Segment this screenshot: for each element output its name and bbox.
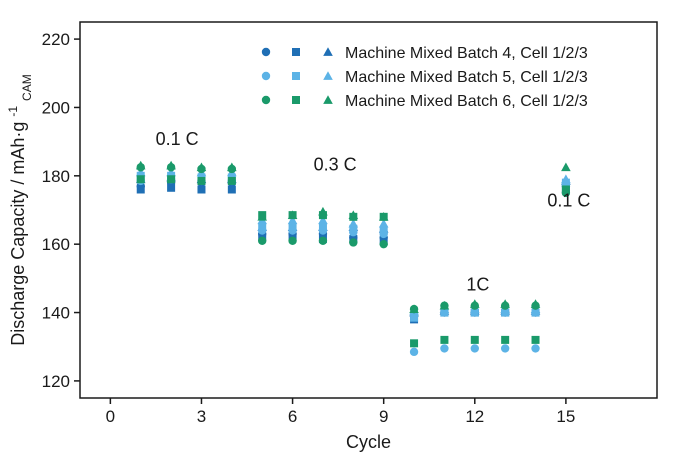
data-point — [409, 347, 419, 357]
series-batch-6 — [135, 160, 571, 348]
y-tick-label: 120 — [42, 372, 70, 391]
data-point — [258, 223, 267, 232]
data-point — [561, 185, 570, 194]
legend-marker — [261, 95, 271, 105]
data-point — [410, 339, 419, 348]
data-point — [501, 335, 510, 344]
data-point — [500, 344, 510, 353]
x-tick-label: 12 — [465, 407, 484, 426]
data-point — [500, 299, 510, 308]
data-point — [561, 174, 571, 184]
data-point — [379, 239, 388, 249]
data-point — [469, 299, 480, 308]
y-axis-title: Discharge Capacity / mAh·g -1 CAM — [6, 74, 34, 345]
legend-label: Machine Mixed Batch 5, Cell 1/2/3 — [345, 69, 588, 86]
data-point — [288, 236, 297, 245]
data-point — [288, 223, 297, 232]
rate-annotation: 0.3 C — [314, 155, 357, 175]
data-point — [135, 160, 146, 170]
data-point — [318, 223, 327, 232]
legend-marker — [292, 72, 300, 80]
legend-marker — [292, 96, 300, 104]
legend-marker — [261, 47, 271, 57]
data-point — [439, 300, 450, 310]
y-tick-label: 200 — [42, 98, 70, 117]
legend-marker — [323, 95, 333, 104]
data-point — [410, 313, 419, 322]
data-point — [530, 299, 541, 308]
data-point — [167, 183, 176, 192]
x-tick-label: 6 — [288, 407, 297, 426]
plot-frame — [79, 21, 658, 399]
data-point — [257, 212, 268, 221]
legend-marker — [292, 48, 300, 56]
legend-marker — [323, 71, 333, 80]
rate-annotation: 0.1 C — [156, 129, 199, 149]
data-point — [227, 176, 236, 185]
series-batch-5 — [135, 167, 571, 357]
data-point — [136, 175, 145, 184]
y-axis-title-main: Discharge Capacity / mAh·g — [8, 122, 28, 346]
data-point — [318, 215, 328, 225]
data-point — [379, 226, 388, 235]
y-tick-label: 160 — [42, 235, 70, 254]
data-point — [378, 212, 389, 221]
data-point — [409, 304, 419, 313]
data-point — [531, 344, 540, 353]
data-point — [318, 206, 328, 216]
data-point — [378, 218, 389, 228]
rate-annotations: 0.1 C 0.3 C 1C 0.1 C — [156, 129, 591, 294]
data-point — [166, 160, 176, 170]
data-point — [227, 185, 236, 194]
data-point — [197, 176, 206, 185]
data-point — [531, 335, 540, 344]
data-point — [136, 185, 145, 194]
rate-annotation: 1C — [466, 274, 489, 294]
legend-marker — [323, 47, 333, 56]
data-point — [440, 335, 449, 344]
x-tick-label: 3 — [197, 407, 206, 426]
data-point — [348, 210, 359, 219]
data-point — [258, 236, 267, 245]
data-point — [227, 162, 237, 172]
data-point — [287, 210, 298, 219]
legend-marker — [261, 71, 271, 81]
data-point — [470, 344, 479, 353]
x-axis-title: Cycle — [346, 432, 391, 452]
data-point — [348, 218, 359, 228]
data-point — [440, 344, 449, 353]
rate-annotation: 0.1 C — [547, 191, 590, 211]
y-tick-label: 220 — [42, 30, 70, 49]
legend-label: Machine Mixed Batch 6, Cell 1/2/3 — [345, 93, 588, 110]
y-axis-title-subscript: CAM — [20, 74, 34, 101]
data-point — [166, 167, 176, 177]
x-tick-label: 0 — [106, 407, 115, 426]
y-axis: 120 140 160 180 200 220 — [42, 30, 80, 391]
data-point — [318, 236, 328, 245]
legend-label: Machine Mixed Batch 4, Cell 1/2/3 — [345, 45, 588, 62]
data-point — [349, 224, 358, 233]
y-axis-title-superscript: -1 — [6, 106, 20, 117]
data-marks — [135, 160, 571, 357]
data-point — [349, 238, 358, 247]
data-point — [135, 167, 146, 177]
y-tick-label: 140 — [42, 304, 70, 323]
data-point — [167, 175, 176, 184]
x-tick-label: 9 — [379, 407, 388, 426]
data-point — [561, 162, 571, 172]
data-point — [470, 335, 479, 344]
data-point — [287, 215, 298, 225]
data-point — [196, 162, 207, 172]
x-tick-label: 15 — [556, 407, 575, 426]
data-point — [197, 185, 206, 194]
x-axis: 0 3 6 9 12 15 — [106, 398, 575, 426]
y-tick-label: 180 — [42, 167, 70, 186]
legend: Machine Mixed Batch 4, Cell 1/2/3 Machine… — [261, 45, 588, 110]
